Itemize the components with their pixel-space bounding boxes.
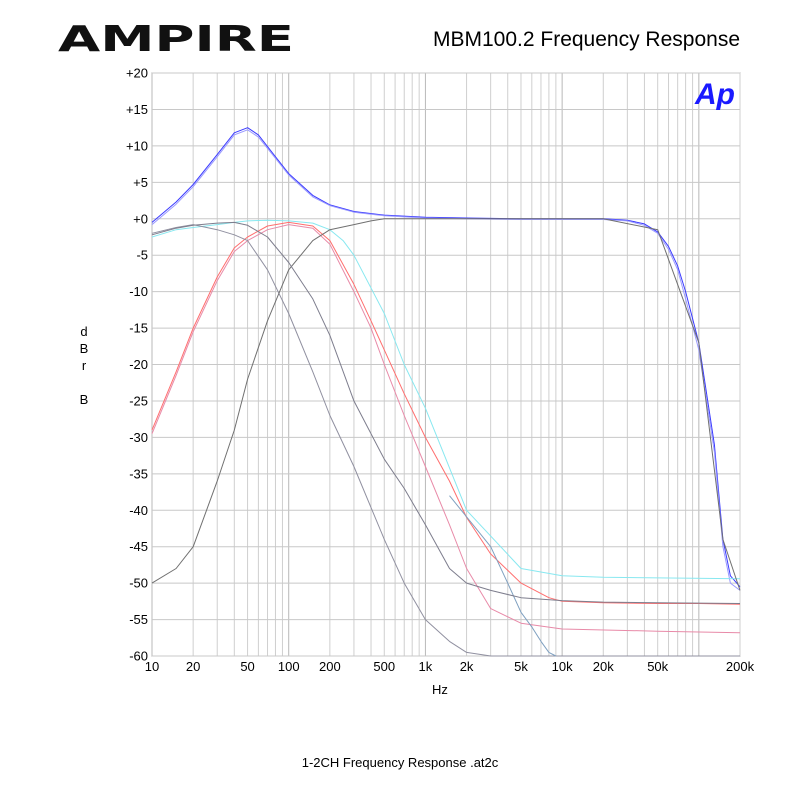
x-tick-label: 200 bbox=[319, 659, 341, 674]
y-tick-label: -10 bbox=[129, 284, 148, 299]
series-line-6 bbox=[151, 224, 740, 657]
x-axis-label: Hz bbox=[432, 682, 448, 697]
series-line-7 bbox=[449, 495, 557, 657]
y-axis-label-char: B bbox=[80, 341, 89, 356]
y-tick-label: -35 bbox=[129, 466, 148, 481]
series-line-5 bbox=[151, 219, 741, 580]
chart-series bbox=[151, 127, 741, 657]
y-axis-label-char: d bbox=[80, 324, 87, 339]
chart-grid bbox=[151, 72, 741, 657]
y-tick-label: -50 bbox=[129, 576, 148, 591]
y-tick-label: +15 bbox=[126, 102, 148, 117]
y-axis-label-char: B bbox=[80, 392, 89, 407]
ampire-logo: AMPIRE bbox=[58, 22, 294, 54]
x-tick-label: 200k bbox=[726, 659, 755, 674]
y-tick-label: -25 bbox=[129, 393, 148, 408]
y-tick-labels: +20 +15 +10 +5 +0 -5 -10 -15 -20 -25 -30 -35 -40 -45 -… bbox=[126, 66, 148, 664]
x-tick-label: 50 bbox=[240, 659, 254, 674]
series-line-3 bbox=[151, 221, 741, 605]
series-line-1 bbox=[151, 127, 741, 588]
series-line-2 bbox=[151, 129, 741, 591]
y-tick-label: +5 bbox=[133, 175, 148, 190]
page-title: MBM100.2 Frequency Response bbox=[433, 28, 740, 51]
y-tick-label: -40 bbox=[129, 503, 148, 518]
footer-caption: 1-2CH Frequency Response .at2c bbox=[301, 755, 499, 770]
y-tick-label: -15 bbox=[129, 321, 148, 336]
x-tick-label: 50k bbox=[647, 659, 668, 674]
x-tick-label: 10 bbox=[145, 659, 159, 674]
x-tick-label: 2k bbox=[460, 659, 474, 674]
x-tick-label: 20 bbox=[186, 659, 200, 674]
y-tick-label: +0 bbox=[133, 211, 148, 226]
x-tick-label: 20k bbox=[593, 659, 614, 674]
x-tick-label: 500 bbox=[373, 659, 395, 674]
x-tick-label: 1k bbox=[419, 659, 433, 674]
series-line-4 bbox=[151, 224, 741, 634]
x-tick-label: 100 bbox=[278, 659, 300, 674]
y-tick-label: -60 bbox=[129, 649, 148, 664]
y-tick-label: +10 bbox=[126, 138, 148, 153]
brand-text: AMPIRE bbox=[58, 22, 294, 54]
series-line-8 bbox=[151, 218, 741, 591]
x-tick-label: 10k bbox=[552, 659, 573, 674]
x-tick-labels: 10 20 50 100 200 500 1k 2k 5k 10k 20k 50k 200k bbox=[145, 659, 755, 674]
y-tick-label: -45 bbox=[129, 539, 148, 554]
ap-badge: Ap bbox=[694, 78, 735, 111]
y-tick-label: -30 bbox=[129, 430, 148, 445]
x-tick-label: 5k bbox=[514, 659, 528, 674]
y-tick-label: -55 bbox=[129, 612, 148, 627]
y-tick-label: +20 bbox=[126, 66, 148, 81]
series-line-9 bbox=[151, 221, 741, 604]
y-tick-label: -20 bbox=[129, 357, 148, 372]
y-tick-label: -5 bbox=[136, 248, 148, 263]
y-axis-label-char: r bbox=[82, 358, 87, 373]
